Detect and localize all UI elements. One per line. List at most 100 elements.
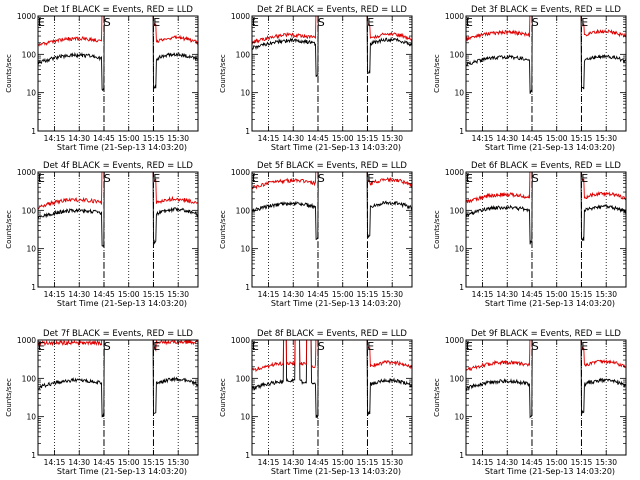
x-tick-label: 14:15 bbox=[472, 458, 494, 467]
y-tick-label: 1 bbox=[245, 283, 250, 292]
x-tick-label: 14:15 bbox=[258, 458, 280, 467]
plot-frame bbox=[465, 339, 627, 456]
x-tick-label: 15:30 bbox=[595, 458, 617, 467]
x-axis-label: Start Time (21-Sep-13 14:03:20) bbox=[485, 467, 615, 476]
x-tick-label: 14:45 bbox=[93, 134, 115, 143]
y-axis-label: Counts/sec bbox=[433, 378, 441, 417]
x-tick-label: 14:15 bbox=[258, 290, 280, 299]
y-axis-label: Counts/sec bbox=[5, 378, 13, 417]
x-axis-label: Start Time (21-Sep-13 14:03:20) bbox=[271, 143, 401, 152]
time-marker-label: E bbox=[367, 340, 374, 353]
chart-title: Det 6f BLACK = Events, RED = LLD bbox=[471, 161, 621, 171]
x-tick-label: 15:00 bbox=[546, 134, 568, 143]
y-tick-label: 10 bbox=[26, 245, 36, 254]
series-events-line bbox=[466, 340, 626, 419]
y-tick-label: 1000 bbox=[231, 336, 250, 345]
plot-frame bbox=[251, 339, 413, 456]
series-events-line bbox=[38, 172, 198, 249]
x-tick-label: 14:30 bbox=[282, 458, 304, 467]
x-tick-label: 15:15 bbox=[357, 458, 379, 467]
chart-title: Det 5f BLACK = Events, RED = LLD bbox=[257, 161, 407, 171]
plot-frame bbox=[251, 171, 413, 288]
y-tick-label: 1 bbox=[31, 451, 36, 460]
x-tick-label: 14:30 bbox=[496, 458, 518, 467]
x-axis-label: Start Time (21-Sep-13 14:03:20) bbox=[271, 299, 401, 308]
x-tick-label: 15:30 bbox=[381, 458, 403, 467]
time-marker-label: S bbox=[318, 172, 325, 185]
y-tick-label: 1 bbox=[459, 127, 464, 136]
y-tick-label: 10 bbox=[454, 89, 464, 98]
time-marker-label: E bbox=[466, 172, 473, 185]
x-tick-label: 15:00 bbox=[546, 290, 568, 299]
y-tick-label: 100 bbox=[236, 206, 251, 215]
time-marker-label: S bbox=[104, 172, 111, 185]
x-tick-label: 14:30 bbox=[496, 290, 518, 299]
time-marker-label: S bbox=[104, 16, 111, 29]
chart-title: Det 4f BLACK = Events, RED = LLD bbox=[43, 161, 193, 171]
series-events-line bbox=[252, 172, 412, 240]
x-tick-label: 14:15 bbox=[44, 134, 66, 143]
time-marker-label: E bbox=[252, 340, 259, 353]
y-tick-label: 1000 bbox=[17, 168, 36, 177]
series-lld-line bbox=[466, 340, 626, 372]
chart-panel-3: Det 3f BLACK = Events, RED = LLD 1 10 100 10… bbox=[433, 5, 627, 152]
x-tick-label: 15:00 bbox=[546, 458, 568, 467]
series-lld-line bbox=[252, 16, 412, 45]
y-tick-label: 100 bbox=[22, 50, 37, 59]
x-tick-label: 15:30 bbox=[167, 458, 189, 467]
x-tick-label: 14:45 bbox=[521, 458, 543, 467]
time-marker-label: E bbox=[38, 16, 45, 29]
chart-panel-5: Det 5f BLACK = Events, RED = LLD 1 10 100 10… bbox=[219, 161, 413, 308]
chart-title: Det 7f BLACK = Events, RED = LLD bbox=[43, 329, 193, 339]
x-tick-label: 14:45 bbox=[521, 134, 543, 143]
y-tick-label: 1 bbox=[245, 451, 250, 460]
series-lld-line bbox=[466, 16, 626, 42]
y-tick-label: 10 bbox=[240, 89, 250, 98]
time-marker-label: E bbox=[38, 340, 45, 353]
y-axis-label: Counts/sec bbox=[5, 54, 13, 93]
x-tick-label: 15:30 bbox=[167, 134, 189, 143]
x-tick-label: 14:30 bbox=[282, 290, 304, 299]
time-marker-label: S bbox=[532, 172, 539, 185]
y-tick-label: 100 bbox=[236, 50, 251, 59]
time-marker-label: E bbox=[367, 172, 374, 185]
x-tick-label: 15:15 bbox=[143, 134, 165, 143]
series-events-line bbox=[38, 340, 198, 418]
x-tick-label: 15:15 bbox=[571, 134, 593, 143]
x-tick-label: 14:45 bbox=[521, 290, 543, 299]
y-tick-label: 100 bbox=[236, 374, 251, 383]
y-tick-label: 1000 bbox=[445, 336, 464, 345]
y-tick-label: 100 bbox=[450, 374, 465, 383]
chart-panel-1: Det 1f BLACK = Events, RED = LLD 1 10 100 10… bbox=[5, 5, 199, 152]
x-tick-label: 14:45 bbox=[93, 458, 115, 467]
x-tick-label: 15:30 bbox=[595, 290, 617, 299]
y-tick-label: 1000 bbox=[17, 336, 36, 345]
y-tick-label: 1000 bbox=[445, 12, 464, 21]
series-lld-line bbox=[38, 172, 198, 210]
x-tick-label: 14:45 bbox=[307, 134, 329, 143]
x-tick-label: 15:30 bbox=[167, 290, 189, 299]
chart-panel-6: Det 6f BLACK = Events, RED = LLD 1 10 100 10… bbox=[433, 161, 627, 308]
time-marker-label: S bbox=[532, 16, 539, 29]
x-axis-label: Start Time (21-Sep-13 14:03:20) bbox=[57, 299, 187, 308]
time-marker-label: S bbox=[532, 340, 539, 353]
time-marker-label: S bbox=[318, 340, 325, 353]
chart-title: Det 3f BLACK = Events, RED = LLD bbox=[471, 5, 621, 15]
x-tick-label: 14:30 bbox=[282, 134, 304, 143]
y-tick-label: 1 bbox=[31, 127, 36, 136]
series-lld-line bbox=[38, 340, 198, 352]
time-marker-label: E bbox=[581, 172, 588, 185]
time-marker-label: E bbox=[581, 340, 588, 353]
chart-title: Det 9f BLACK = Events, RED = LLD bbox=[471, 329, 621, 339]
y-axis-label: Counts/sec bbox=[5, 210, 13, 249]
y-tick-label: 100 bbox=[22, 374, 37, 383]
x-tick-label: 14:15 bbox=[258, 134, 280, 143]
y-tick-label: 1000 bbox=[445, 168, 464, 177]
series-events-line bbox=[252, 16, 412, 77]
y-axis-label: Counts/sec bbox=[433, 210, 441, 249]
y-axis-label: Counts/sec bbox=[433, 54, 441, 93]
x-axis-label: Start Time (21-Sep-13 14:03:20) bbox=[485, 143, 615, 152]
x-tick-label: 15:15 bbox=[143, 290, 165, 299]
chart-panel-7: Det 7f BLACK = Events, RED = LLD 1 10 100 10… bbox=[5, 329, 199, 476]
